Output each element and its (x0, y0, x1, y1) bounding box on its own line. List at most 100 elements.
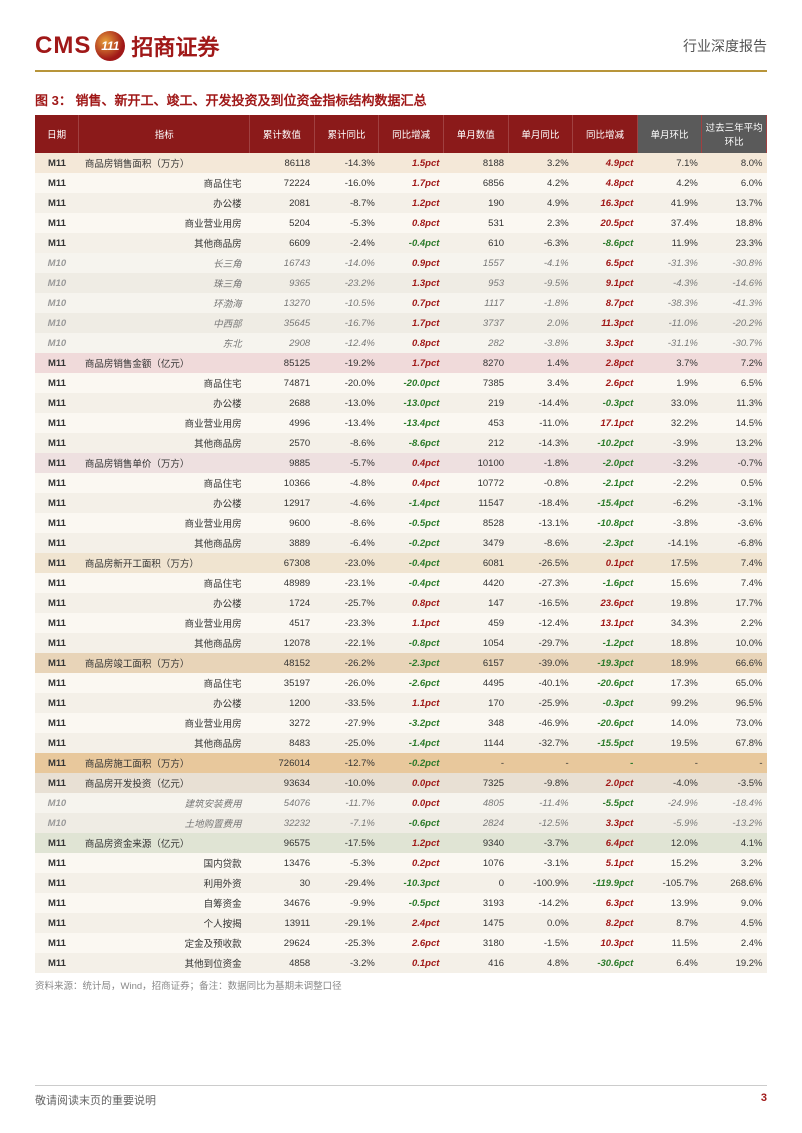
cell: 办公楼 (79, 193, 250, 213)
cell: -33.5% (314, 693, 379, 713)
cell: -26.0% (314, 673, 379, 693)
cell: M11 (35, 413, 79, 433)
cell: 15.6% (637, 573, 702, 593)
cell: 2570 (250, 433, 315, 453)
col-header: 单月同比 (508, 115, 573, 153)
cell: 85125 (250, 353, 315, 373)
cell: - (702, 753, 767, 773)
table-row: M11其他商品房12078-22.1%-0.8pct1054-29.7%-1.2… (35, 633, 767, 653)
cell: -1.2pct (573, 633, 638, 653)
cell: -32.7% (508, 733, 573, 753)
table-row: M10珠三角9365-23.2%1.3pct953-9.5%9.1pct-4.3… (35, 273, 767, 293)
cell: 长三角 (79, 253, 250, 273)
cell: 54076 (250, 793, 315, 813)
cell: -10.5% (314, 293, 379, 313)
cell: 1144 (443, 733, 508, 753)
table-row: M11利用外资30-29.4%-10.3pct0-100.9%-119.9pct… (35, 873, 767, 893)
cell: -13.4% (314, 413, 379, 433)
cell: -1.6pct (573, 573, 638, 593)
table-row: M11商品房销售金额（亿元）85125-19.2%1.7pct82701.4%2… (35, 353, 767, 373)
col-header: 过去三年平均环比 (702, 115, 767, 153)
cell: 12.0% (637, 833, 702, 853)
cell: 2.2% (702, 613, 767, 633)
cell: 国内贷款 (79, 853, 250, 873)
cell: -9.5% (508, 273, 573, 293)
cell: 3272 (250, 713, 315, 733)
cell: 2081 (250, 193, 315, 213)
cell: 其他商品房 (79, 533, 250, 553)
cell: -29.7% (508, 633, 573, 653)
cell: 珠三角 (79, 273, 250, 293)
cell: -6.2% (637, 493, 702, 513)
cell: 7.4% (702, 573, 767, 593)
table-row: M11商品住宅72224-16.0%1.7pct68564.2%4.8pct4.… (35, 173, 767, 193)
cell: -19.2% (314, 353, 379, 373)
cell: M11 (35, 653, 79, 673)
cell: 33.0% (637, 393, 702, 413)
cell: -14.2% (508, 893, 573, 913)
cell: 20.5pct (573, 213, 638, 233)
cell: 0.8pct (379, 333, 444, 353)
cell: 35197 (250, 673, 315, 693)
cell: 4.1% (702, 833, 767, 853)
cell: 4.8pct (573, 173, 638, 193)
col-header: 单月数值 (443, 115, 508, 153)
cell: 170 (443, 693, 508, 713)
cell: 商业营业用房 (79, 213, 250, 233)
cell: 16743 (250, 253, 315, 273)
cell: -0.2pct (379, 753, 444, 773)
cell: 0.4pct (379, 473, 444, 493)
cell: 19.5% (637, 733, 702, 753)
cell: 453 (443, 413, 508, 433)
cell: 2.6pct (573, 373, 638, 393)
cell: 66.6% (702, 653, 767, 673)
cell: -3.2% (314, 953, 379, 973)
cell: M11 (35, 393, 79, 413)
cell: - (637, 753, 702, 773)
cell: 11.9% (637, 233, 702, 253)
cell: 610 (443, 233, 508, 253)
cell: 9340 (443, 833, 508, 853)
cell: 利用外资 (79, 873, 250, 893)
cell: -40.1% (508, 673, 573, 693)
figure-number: 图 3： (35, 93, 72, 108)
cell: M11 (35, 693, 79, 713)
cell: 2.8pct (573, 353, 638, 373)
cell: 商品住宅 (79, 173, 250, 193)
cell: 4495 (443, 673, 508, 693)
cell: M11 (35, 713, 79, 733)
cell: 17.5% (637, 553, 702, 573)
cell: 35645 (250, 313, 315, 333)
cell: 1.7pct (379, 353, 444, 373)
cell: M11 (35, 493, 79, 513)
cell: 32232 (250, 813, 315, 833)
cell: -10.8pct (573, 513, 638, 533)
col-header: 日期 (35, 115, 79, 153)
cell: -10.2pct (573, 433, 638, 453)
cell: 4.2% (637, 173, 702, 193)
cell: 8528 (443, 513, 508, 533)
cell: -14.1% (637, 533, 702, 553)
cell: 商品房新开工面积（万方） (79, 553, 250, 573)
cell: M11 (35, 373, 79, 393)
cell: M11 (35, 893, 79, 913)
cell: 34676 (250, 893, 315, 913)
cell: 13270 (250, 293, 315, 313)
cell: -3.6% (702, 513, 767, 533)
cell: -3.1% (508, 853, 573, 873)
cell: 147 (443, 593, 508, 613)
cell: 14.0% (637, 713, 702, 733)
cell: 其他商品房 (79, 433, 250, 453)
cell: 0.8pct (379, 593, 444, 613)
cell: M11 (35, 613, 79, 633)
cell: -38.3% (637, 293, 702, 313)
cell: -23.3% (314, 613, 379, 633)
cell: -105.7% (637, 873, 702, 893)
cell: M11 (35, 353, 79, 373)
cell: -9.8% (508, 773, 573, 793)
cell: -12.4% (508, 613, 573, 633)
cell: -19.3pct (573, 653, 638, 673)
cell: 办公楼 (79, 693, 250, 713)
cell: -8.6% (314, 433, 379, 453)
cell: 1.7pct (379, 173, 444, 193)
